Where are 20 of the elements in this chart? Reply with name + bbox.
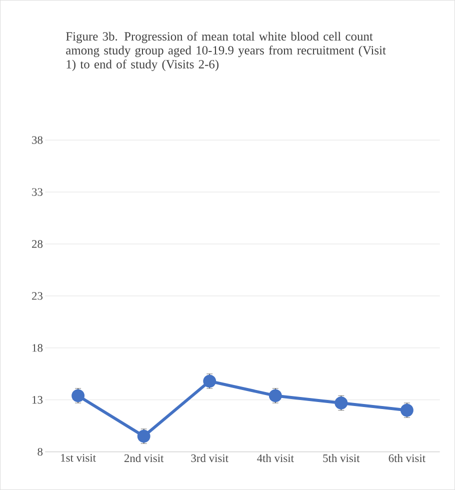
point xyxy=(334,396,348,410)
y-tick-label: 28 xyxy=(32,240,43,248)
point xyxy=(72,389,85,402)
point xyxy=(268,389,282,402)
x-tick-label: 5th visit xyxy=(323,454,360,462)
x-tick-label: 3rd visit xyxy=(191,454,228,462)
y-tick-label: 8 xyxy=(38,448,43,456)
y-tick-label: 18 xyxy=(32,344,43,352)
point xyxy=(203,374,216,388)
x-tick-label: 1st visit xyxy=(61,454,96,462)
chart-title: Figure 3b. Progression of mean total white blood cell count among study group aged 10-19.9 years from recruitment (Visit 1) to end of study (Visits 2-6) xyxy=(66,32,386,72)
point xyxy=(137,430,150,443)
y-tick-label: 13 xyxy=(32,396,43,404)
y-tick-label: 23 xyxy=(32,292,43,300)
x-tick-label: 2nd visit xyxy=(124,454,164,462)
y-tick-label: 33 xyxy=(32,188,43,196)
y-tick-label: 38 xyxy=(32,136,43,144)
x-tick-label: 4th visit xyxy=(257,454,294,462)
point xyxy=(400,404,414,417)
x-tick-label: 6th visit xyxy=(388,454,426,462)
